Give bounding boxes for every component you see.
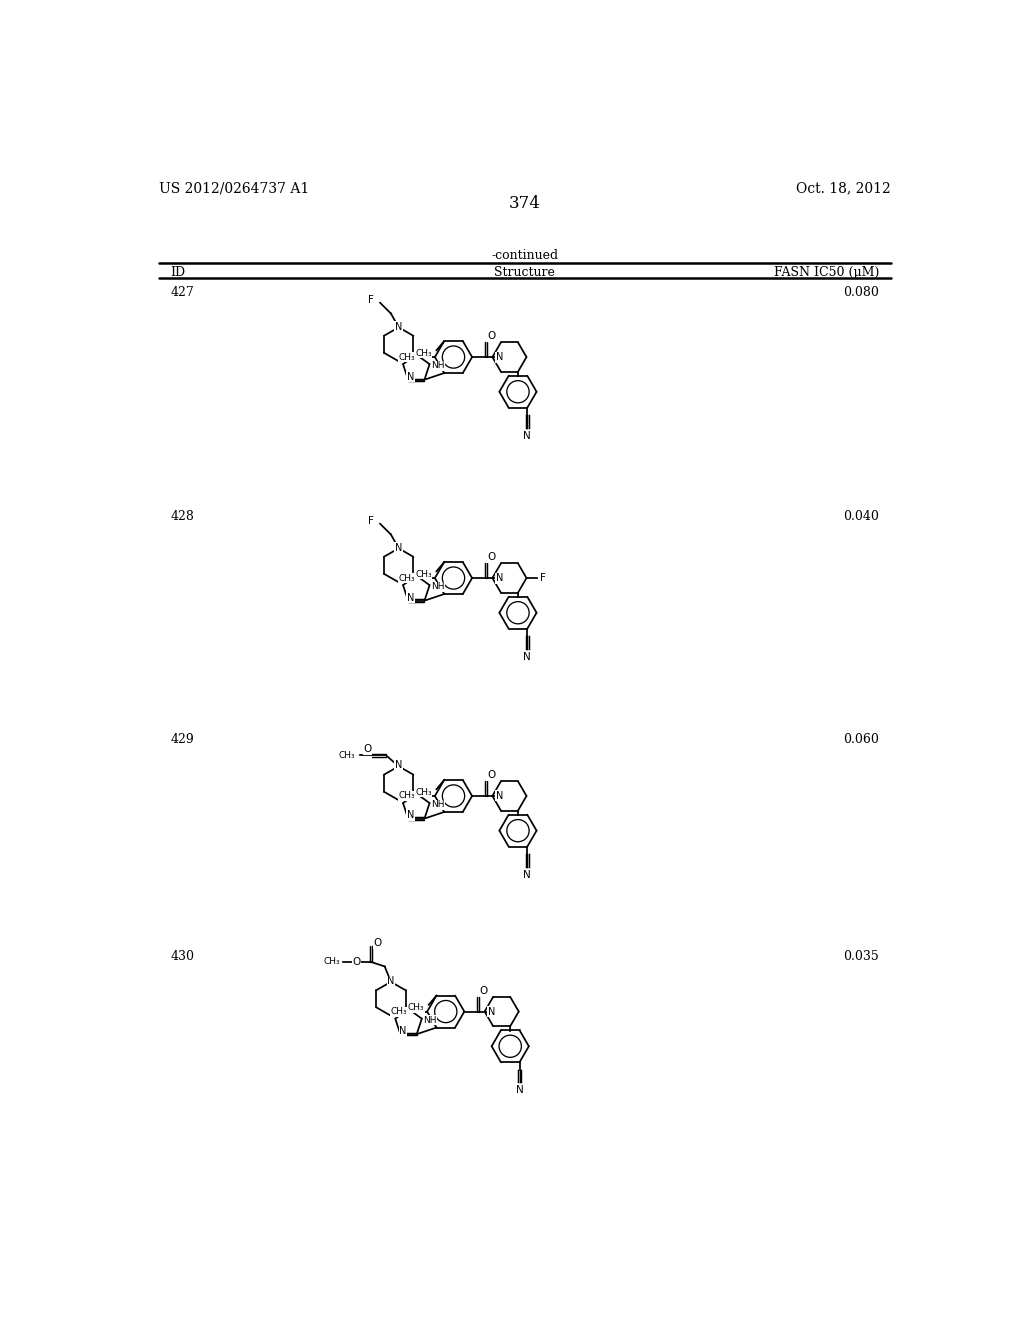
Text: ID: ID [171, 267, 185, 280]
Text: CH₃: CH₃ [398, 792, 415, 800]
Text: O: O [480, 986, 488, 995]
Text: 0.040: 0.040 [843, 510, 879, 523]
Text: F: F [368, 516, 374, 527]
Text: O: O [374, 939, 382, 948]
Text: N: N [395, 322, 402, 331]
Text: Oct. 18, 2012: Oct. 18, 2012 [796, 181, 891, 195]
Text: N: N [496, 352, 503, 362]
Text: N: N [395, 760, 402, 771]
Text: 0.060: 0.060 [843, 733, 879, 746]
Text: CH₃: CH₃ [415, 570, 432, 579]
Text: CH₃: CH₃ [415, 788, 432, 797]
Text: N: N [407, 810, 414, 821]
Text: N: N [487, 1007, 496, 1016]
Text: 427: 427 [171, 286, 195, 300]
Text: CH₃: CH₃ [415, 348, 432, 358]
Text: 0.035: 0.035 [843, 950, 879, 964]
Text: O: O [352, 957, 360, 966]
Text: N: N [395, 543, 402, 553]
Text: 374: 374 [509, 195, 541, 213]
Text: 428: 428 [171, 510, 195, 523]
Text: N: N [399, 1026, 407, 1036]
Text: CH₃: CH₃ [391, 1007, 408, 1016]
Text: N: N [387, 975, 394, 986]
Text: N: N [523, 430, 531, 441]
Text: Structure: Structure [495, 267, 555, 280]
Text: 430: 430 [171, 950, 195, 964]
Text: CH₃: CH₃ [408, 1003, 424, 1012]
Text: N: N [516, 1085, 523, 1096]
Text: O: O [487, 552, 496, 562]
Text: NH: NH [431, 800, 444, 809]
Text: 0.080: 0.080 [843, 286, 879, 300]
Text: CH₃: CH₃ [339, 751, 355, 760]
Text: NH: NH [423, 1015, 437, 1024]
Text: -continued: -continued [492, 249, 558, 263]
Text: N: N [496, 573, 503, 583]
Text: N: N [523, 652, 531, 661]
Text: 429: 429 [171, 733, 195, 746]
Text: FASN IC50 (μM): FASN IC50 (μM) [773, 267, 879, 280]
Text: O: O [487, 331, 496, 342]
Text: N: N [523, 870, 531, 879]
Text: O: O [364, 744, 372, 754]
Text: CH₃: CH₃ [324, 957, 340, 966]
Text: NH: NH [431, 582, 444, 591]
Text: CH₃: CH₃ [398, 574, 415, 582]
Text: O: O [487, 770, 496, 780]
Text: NH: NH [431, 362, 444, 370]
Text: N: N [407, 371, 414, 381]
Text: F: F [368, 296, 374, 305]
Text: CH₃: CH₃ [398, 352, 415, 362]
Text: N: N [496, 791, 503, 801]
Text: US 2012/0264737 A1: US 2012/0264737 A1 [159, 181, 309, 195]
Text: F: F [541, 573, 547, 583]
Text: N: N [407, 593, 414, 602]
